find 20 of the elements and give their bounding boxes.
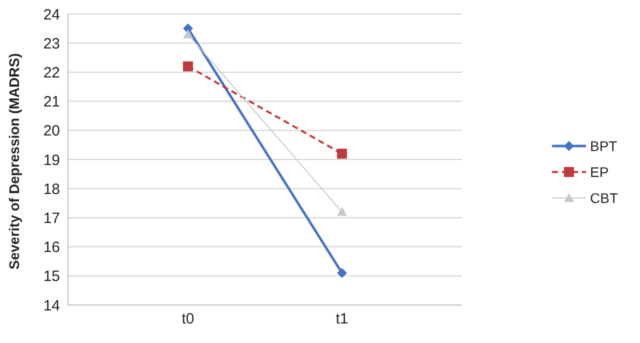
y-tick-label: 19 bbox=[43, 152, 60, 169]
y-tick-label: 20 bbox=[43, 122, 60, 140]
point bbox=[337, 148, 347, 159]
point bbox=[337, 268, 347, 278]
x-tick-label: t1 bbox=[336, 310, 348, 328]
x-tick-label: t0 bbox=[182, 310, 194, 328]
y-tick-label: 23 bbox=[43, 35, 60, 52]
y-tick-label: 18 bbox=[43, 180, 60, 198]
legend-label: EP bbox=[590, 164, 609, 180]
legend-label: BPT bbox=[590, 138, 618, 154]
y-tick-label: 14 bbox=[43, 297, 60, 314]
y-axis-title: Severity of Depression (MADRS) bbox=[6, 53, 22, 270]
y-tick-label: 15 bbox=[43, 268, 60, 286]
point bbox=[183, 61, 193, 72]
legend-label: CBT bbox=[590, 190, 618, 206]
y-tick-label: 16 bbox=[43, 239, 60, 256]
y-tick-label: 24 bbox=[43, 6, 60, 24]
y-tick-label: 21 bbox=[43, 94, 60, 111]
y-tick-label: 22 bbox=[43, 64, 60, 82]
y-tick-label: 17 bbox=[43, 210, 60, 228]
